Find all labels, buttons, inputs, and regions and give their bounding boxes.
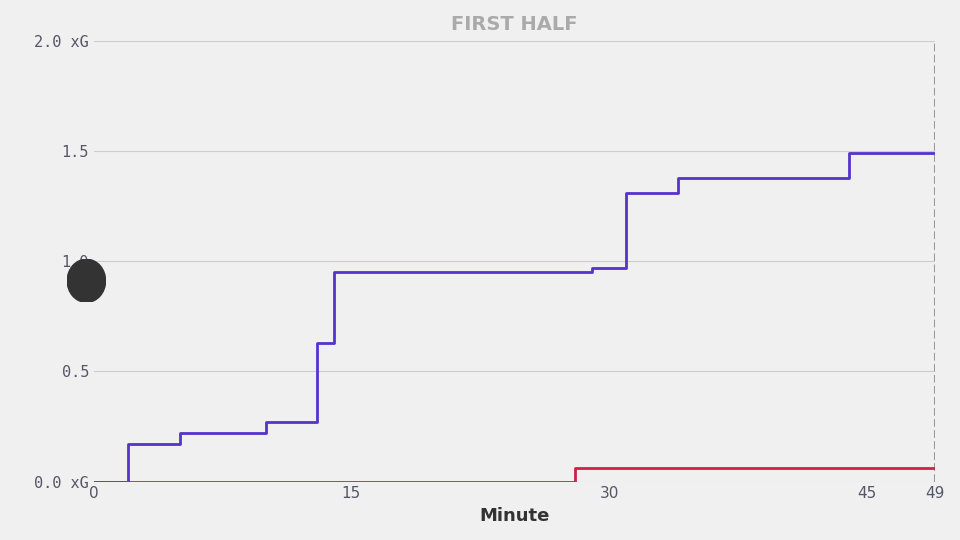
Text: 1.0: 1.0 <box>75 276 98 289</box>
Circle shape <box>67 259 106 302</box>
X-axis label: Minute: Minute <box>479 507 550 525</box>
Title: FIRST HALF: FIRST HALF <box>451 15 578 34</box>
